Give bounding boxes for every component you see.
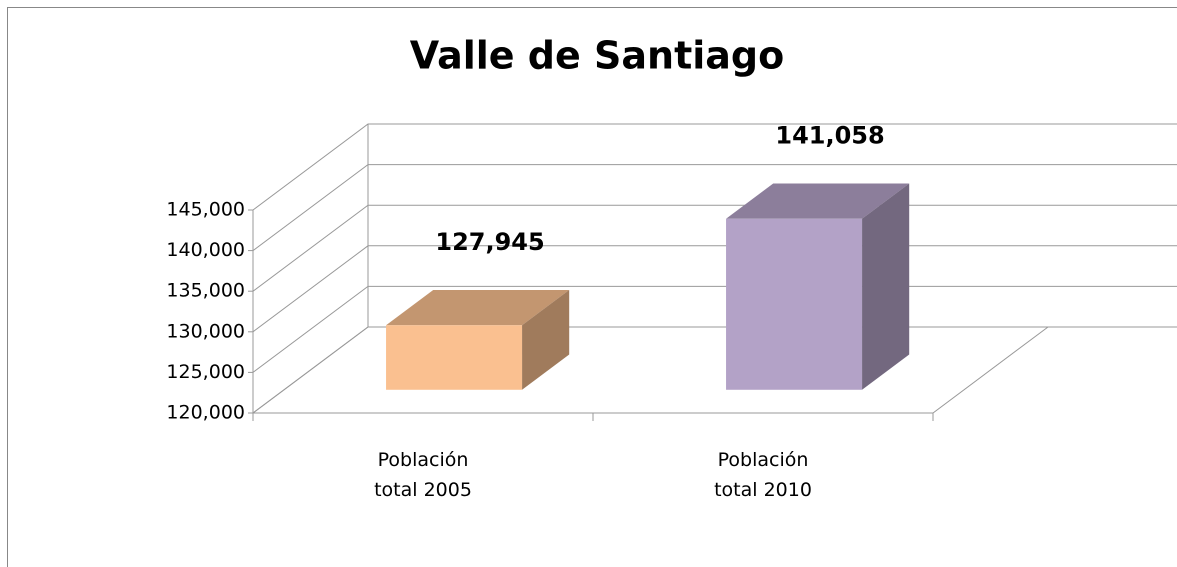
grid-line <box>252 164 1177 252</box>
bar-side <box>522 290 570 390</box>
grid-line <box>252 326 1177 414</box>
x-tick-label: Población total 2010 <box>714 449 812 501</box>
y-tick-label: 130,000 <box>166 320 245 342</box>
y-tick-label: 135,000 <box>166 280 245 302</box>
chart-border <box>7 7 1177 567</box>
bar-top <box>386 290 570 326</box>
value-label: 141,058 <box>775 122 884 150</box>
y-tick-label: 145,000 <box>166 199 245 221</box>
grid-line <box>252 285 1177 373</box>
y-tick-label: 125,000 <box>166 361 245 383</box>
grid-line <box>252 123 1177 211</box>
y-tick-label: 120,000 <box>166 402 245 424</box>
value-label: 127,945 <box>435 228 544 256</box>
bar <box>386 325 523 390</box>
chart-title: Valle de Santiago <box>410 34 784 78</box>
bar-side <box>862 183 910 390</box>
grid-line <box>252 245 1177 333</box>
y-tick-label: 140,000 <box>166 239 245 261</box>
bar-top <box>726 183 910 219</box>
floor <box>251 326 1050 414</box>
bar <box>726 218 863 390</box>
x-tick-label: Población total 2005 <box>374 449 472 501</box>
grid-line <box>252 204 1177 292</box>
